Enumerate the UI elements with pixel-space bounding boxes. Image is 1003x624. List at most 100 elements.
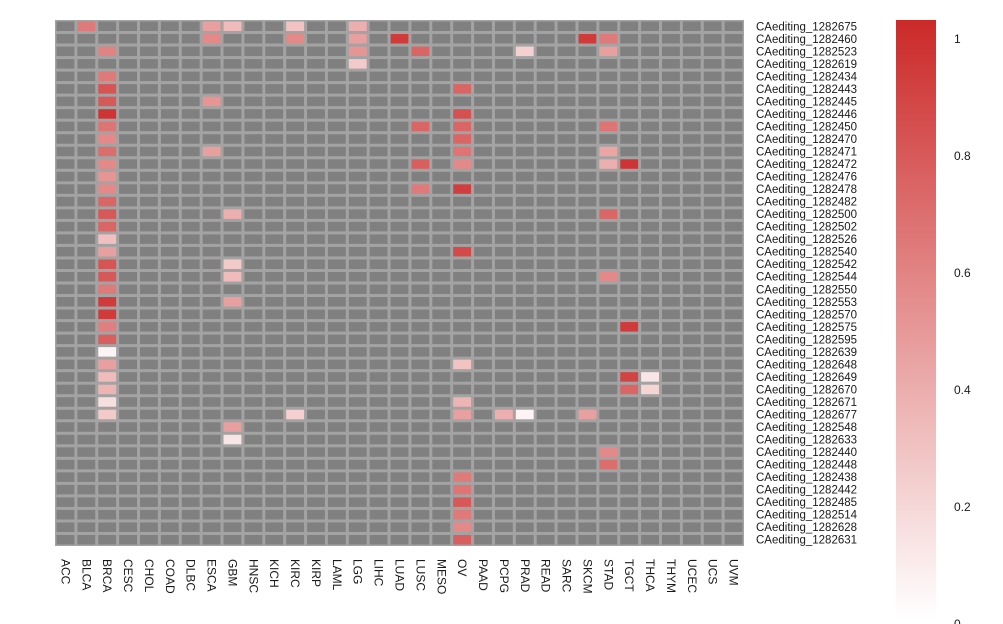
heatmap-cell-empty [202, 322, 221, 332]
heatmap-cell-empty [411, 84, 430, 94]
column-labels: ACC BLCA BRCA CESC CHOL COAD DLBC ESCA GBM HNSC KI… [58, 559, 740, 594]
heatmap-cell-empty [369, 271, 388, 282]
heatmap-cell [453, 146, 472, 157]
heatmap-cell-empty [557, 434, 576, 445]
heatmap-cell-empty [494, 196, 513, 207]
heatmap-cell [98, 284, 117, 295]
heatmap-cell-empty [682, 284, 701, 295]
row-label: CAediting_1282675 [756, 21, 857, 33]
heatmap-cell [620, 384, 639, 395]
heatmap-cell-empty [515, 34, 534, 44]
heatmap-cell [223, 271, 242, 282]
heatmap-cell-empty [223, 196, 242, 207]
row-label: CAediting_1282639 [756, 347, 857, 359]
heatmap-cell-empty [494, 259, 513, 269]
heatmap-cell-empty [474, 171, 492, 182]
heatmap-cell-empty [474, 447, 492, 457]
color-legend: 1 0.8 0.6 0.4 0.2 0 [896, 20, 971, 624]
heatmap-cell [411, 46, 430, 57]
row-label: CAediting_1282482 [756, 197, 857, 209]
heatmap-cell-empty [160, 284, 179, 295]
heatmap-cell [453, 397, 472, 407]
heatmap-cell-empty [494, 271, 513, 282]
heatmap-cell-empty [599, 284, 618, 295]
heatmap-cell-empty [724, 397, 743, 407]
heatmap-cell-empty [599, 71, 618, 82]
heatmap-cell-empty [202, 121, 221, 132]
heatmap-cell-empty [140, 422, 158, 432]
heatmap-cell-empty [515, 297, 534, 307]
heatmap-cell-empty [56, 59, 75, 69]
heatmap-cell-empty [223, 221, 242, 232]
heatmap-cell-empty [223, 472, 242, 482]
heatmap-cell-empty [494, 21, 513, 32]
heatmap-cell-empty [724, 71, 743, 82]
row-label: CAediting_1282553 [756, 297, 857, 309]
heatmap-cell-empty [494, 34, 513, 44]
heatmap-cell-empty [160, 409, 179, 420]
heatmap-cell-empty [453, 271, 472, 282]
heatmap-cell [494, 409, 513, 420]
heatmap-cell-empty [390, 121, 409, 132]
heatmap-cell-empty [682, 134, 701, 144]
heatmap-cell-empty [411, 246, 430, 257]
heatmap-cell-empty [411, 209, 430, 219]
row-label: CAediting_1282450 [756, 121, 857, 133]
heatmap-cell-empty [390, 347, 409, 357]
heatmap-cell-empty [641, 59, 659, 69]
heatmap-cell [223, 434, 242, 445]
heatmap-cell-empty [223, 509, 242, 520]
heatmap-cell-empty [661, 171, 680, 182]
heatmap-cell-empty [661, 271, 680, 282]
heatmap-cell-empty [307, 497, 325, 507]
heatmap-cell-empty [327, 96, 346, 107]
heatmap-cell [599, 46, 618, 57]
heatmap-cell-empty [369, 409, 388, 420]
heatmap-cell-empty [641, 284, 659, 295]
heatmap-cell-empty [244, 284, 263, 295]
heatmap-cell-empty [307, 384, 325, 395]
heatmap-cell-empty [202, 221, 221, 232]
heatmap-cell-empty [56, 384, 75, 395]
heatmap-cell-empty [140, 109, 158, 119]
heatmap-cell-empty [244, 59, 263, 69]
heatmap-cell-empty [56, 397, 75, 407]
heatmap-cell-empty [119, 184, 138, 194]
heatmap-cell-empty [181, 384, 200, 395]
heatmap-cell-empty [703, 434, 722, 445]
heatmap-cell-empty [474, 71, 492, 82]
heatmap-cell-empty [515, 184, 534, 194]
heatmap-cell-empty [181, 96, 200, 107]
heatmap-cell-empty [140, 372, 158, 382]
row-label: CAediting_1282476 [756, 172, 857, 184]
heatmap-cell-empty [56, 447, 75, 457]
heatmap-cell-empty [411, 271, 430, 282]
heatmap-cell-empty [202, 434, 221, 445]
heatmap-cell-empty [286, 372, 305, 382]
heatmap-cell-empty [390, 372, 409, 382]
heatmap-cell-empty [223, 534, 242, 545]
heatmap-cell-empty [641, 309, 659, 320]
heatmap-cell-empty [56, 221, 75, 232]
heatmap-cell-empty [515, 397, 534, 407]
heatmap-cell-empty [620, 221, 639, 232]
heatmap-cell-empty [244, 472, 263, 482]
heatmap-cell-empty [432, 271, 451, 282]
heatmap-cell-empty [327, 497, 346, 507]
heatmap-cell [599, 146, 618, 157]
heatmap-cell-empty [140, 234, 158, 244]
heatmap-cell [348, 46, 367, 57]
heatmap-cell-empty [578, 397, 597, 407]
heatmap-cell-empty [265, 271, 284, 282]
heatmap-cell-empty [119, 359, 138, 370]
heatmap-cell-empty [119, 459, 138, 470]
heatmap-cell-empty [578, 384, 597, 395]
heatmap-cell-empty [202, 472, 221, 482]
heatmap-cell-empty [369, 109, 388, 119]
heatmap-cell-empty [411, 359, 430, 370]
heatmap-cell-empty [578, 522, 597, 532]
column-label: ACC [58, 559, 72, 585]
heatmap-cell-empty [56, 322, 75, 332]
heatmap-cell-empty [494, 121, 513, 132]
heatmap-cell-empty [140, 59, 158, 69]
